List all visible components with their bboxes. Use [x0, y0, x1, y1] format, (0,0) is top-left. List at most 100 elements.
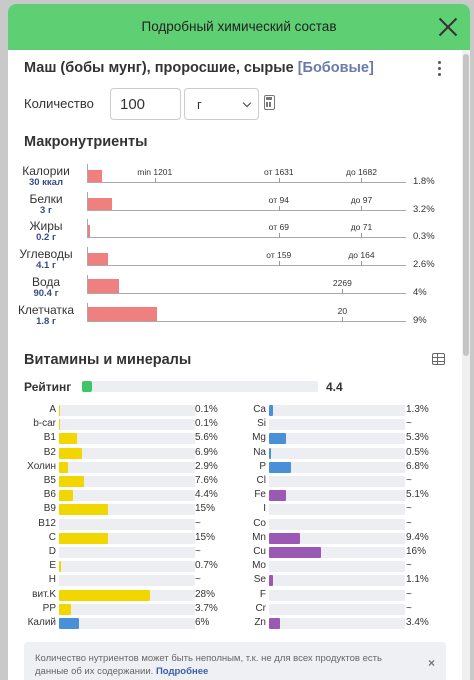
nutrient-name: B2	[43, 446, 56, 458]
nutrient-bar	[59, 490, 195, 502]
macros-title: Макронутриенты	[24, 134, 148, 150]
nutrient-name: Na	[253, 446, 266, 458]
macro-axis	[88, 265, 406, 266]
modal-title: Подробный химический состав	[141, 19, 337, 34]
calculator-icon[interactable]	[264, 95, 275, 110]
nutrient-name: C	[48, 531, 56, 543]
macro-value: 30 ккал	[28, 177, 64, 188]
macro-name: Вода	[31, 275, 61, 289]
notice-more-link[interactable]: Подробнее	[155, 665, 209, 677]
macro-percent: 2.6%	[413, 259, 435, 270]
scrollbar-thumb[interactable]	[463, 54, 469, 356]
nutrient-bar	[269, 547, 405, 558]
macro-marker-label: min 1201	[137, 167, 173, 177]
unit-select[interactable]: г	[184, 88, 259, 120]
nutrient-bar-fill	[59, 433, 78, 445]
nutrient-percent: 0.1%	[195, 418, 218, 430]
nutrient-bar	[269, 561, 405, 573]
nutrient-name: вит.K	[32, 588, 56, 600]
table-view-icon[interactable]	[432, 353, 445, 365]
macro-bar	[88, 198, 113, 210]
nutrient-percent: 5.6%	[195, 432, 218, 444]
scrollbar[interactable]	[462, 50, 470, 680]
more-menu-icon[interactable]	[438, 61, 442, 77]
macro-marker-tick	[361, 261, 363, 266]
macro-bar	[88, 170, 102, 182]
macro-axis	[88, 237, 406, 238]
macro-row: Белки 3 г от 94 до 97 3.2%	[8, 192, 470, 216]
nutrient-percent: 9.4%	[406, 531, 429, 543]
nutrient-name: Mn	[252, 531, 266, 543]
macro-row: Углеводы 4.1 г от 159 до 164 2.6%	[8, 247, 470, 271]
nutrient-bar	[269, 589, 405, 601]
nutrient-name: Cu	[253, 546, 266, 557]
nutrient-bar-fill	[269, 490, 286, 502]
nutrient-bar	[59, 461, 195, 473]
nutrient-bar	[269, 476, 405, 487]
nutrient-bar	[269, 532, 405, 544]
nutrient-bar-fill	[269, 532, 300, 544]
macro-name: Углеводы	[19, 247, 73, 261]
quantity-input[interactable]	[110, 88, 181, 120]
macro-row: Калории 30 ккал min 1201 от 1631 до 1682 1.8%	[8, 164, 470, 188]
nutrient-bar	[59, 575, 195, 587]
nutrient-bar	[269, 518, 405, 530]
macro-marker-label: до 97	[350, 195, 373, 205]
macro-axis	[88, 182, 406, 183]
nutrient-percent: ~	[406, 588, 412, 600]
macro-bar	[88, 253, 108, 265]
nutrient-name: Холин	[27, 460, 56, 472]
macro-marker-label: от 69	[268, 222, 289, 232]
macro-axis-start	[87, 303, 88, 322]
nutrient-percent: 15%	[195, 531, 216, 543]
nutrient-bar	[59, 447, 195, 459]
nutrient-name: Si	[257, 418, 266, 430]
macro-row: Жиры 0.2 г от 69 до 71 0.3%	[8, 219, 470, 243]
nutrient-name: D	[48, 546, 56, 557]
nutrient-name: Калий	[27, 617, 56, 628]
notice-text: Количество нутриентов может быть неполны…	[35, 653, 415, 678]
nutrient-percent: ~	[195, 517, 201, 529]
nutrient-name: Mo	[252, 560, 266, 572]
close-icon[interactable]	[437, 16, 459, 38]
macro-value: 4.1 г	[36, 260, 56, 271]
nutrient-bar-fill	[59, 419, 60, 431]
chevron-down-icon	[242, 98, 252, 108]
macro-marker-tick	[278, 233, 280, 238]
nutrient-percent: 1.1%	[406, 574, 429, 586]
nutrient-name: P	[259, 460, 266, 472]
macro-marker-tick	[278, 261, 280, 266]
nutrient-bar-fill	[59, 618, 79, 629]
nutrient-bar	[269, 504, 405, 516]
nutrient-name: B12	[38, 517, 56, 529]
nutrient-bar	[269, 603, 405, 615]
macro-value: 1.8 г	[36, 316, 56, 327]
product-category[interactable]: [Бобовые]	[297, 60, 374, 76]
nutrient-bar-fill	[269, 547, 322, 558]
nutrient-name: PP	[42, 602, 56, 614]
nutrient-bar	[59, 547, 195, 558]
macro-axis-start	[87, 247, 88, 266]
macro-marker-tick	[154, 178, 156, 183]
macro-marker-tick	[361, 233, 363, 238]
macro-axis	[88, 293, 406, 294]
macro-percent: 4%	[413, 287, 427, 298]
nutrient-name: B1	[43, 432, 56, 444]
macro-percent: 9%	[413, 315, 427, 326]
macro-value: 0.2 г	[36, 232, 56, 243]
nutrient-bar-fill	[59, 561, 62, 573]
notice-close-icon[interactable]: ×	[427, 656, 435, 670]
macro-bar	[88, 225, 91, 237]
nutrient-percent: 2.9%	[195, 460, 218, 472]
nutrient-bar-fill	[59, 476, 84, 487]
macro-marker-tick	[278, 206, 280, 211]
macro-percent: 0.3%	[413, 231, 435, 242]
nutrient-bar	[59, 476, 195, 487]
nutrient-percent: 15%	[195, 503, 216, 515]
rating-fill	[82, 381, 93, 392]
nutrient-bar	[59, 419, 195, 431]
nutrient-bar	[59, 603, 195, 615]
nutrient-name: Mg	[252, 432, 266, 444]
nutrient-bar	[269, 433, 405, 445]
macro-marker-tick	[342, 317, 344, 322]
